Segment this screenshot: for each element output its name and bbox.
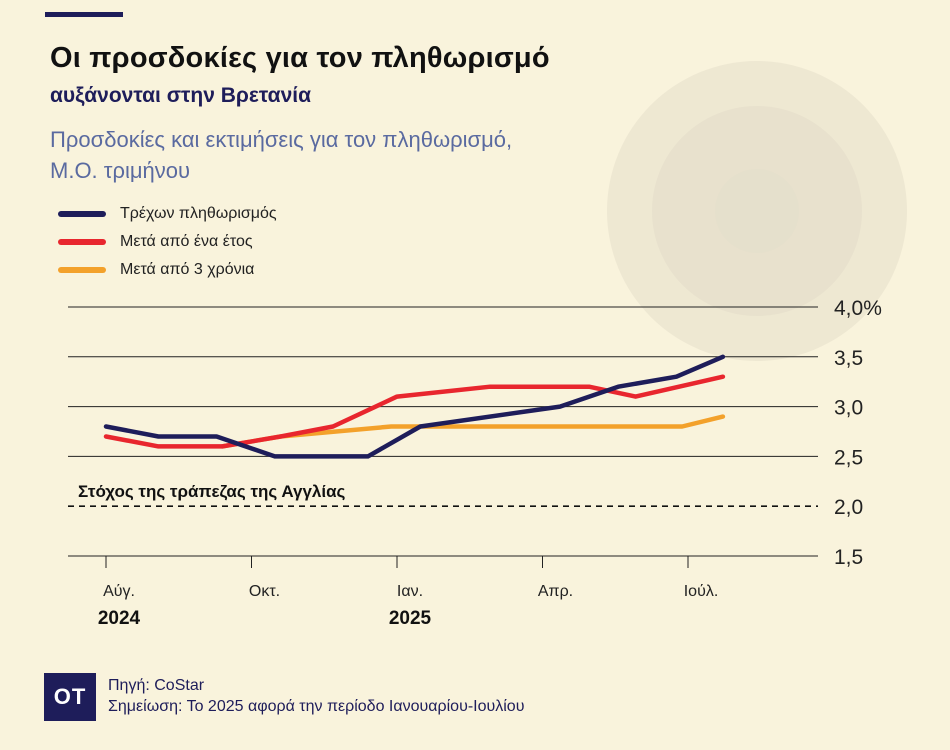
subtitle-line-2: Μ.Ο. τριμήνου [50, 158, 191, 183]
x-year-label-2: 2025 [389, 608, 432, 629]
footnote: Σημείωση: Το 2025 αφορά την περίοδο Ιανο… [108, 698, 525, 715]
legend-swatch-one-year [58, 239, 106, 245]
grid-lines [68, 306, 818, 557]
x-tick-label-3: Απρ. [538, 583, 573, 600]
x-tick-label-4: Ιούλ. [684, 583, 719, 600]
y-tick-label-3: 2,5 [834, 446, 863, 469]
legend-swatch-three-years [58, 267, 106, 273]
x-tick-label-0: Αύγ. [103, 583, 135, 600]
chart-title: Οι προσδοκίες για τον πληθωρισμό [50, 42, 550, 74]
x-axis: Αύγ. 2024 Οκτ. Ιαν. 2025 Απρ. Ιούλ. [98, 556, 718, 629]
ot-logo: OT [44, 673, 96, 721]
legend-item-three-years: Μετά από 3 χρόνια [58, 256, 277, 284]
series-one-year-line [103, 374, 726, 449]
legend-label-three-years: Μετά από 3 χρόνια [120, 261, 255, 278]
footer: OT Πηγή: CoStar Σημείωση: Το 2025 αφορά … [44, 673, 524, 721]
legend-item-current: Τρέχων πληθωρισμός [58, 200, 277, 228]
footer-text: Πηγή: CoStar Σημείωση: Το 2025 αφορά την… [108, 675, 524, 717]
chart-subtitle-bold: αυξάνονται στην Βρετανία [50, 84, 312, 107]
y-tick-label-2: 3,0 [834, 397, 863, 420]
legend-label-one-year: Μετά από ένα έτος [120, 233, 253, 250]
series-current-inflation-line [103, 354, 726, 459]
subtitle-line-1: Προσδοκίες και εκτιμήσεις για τον πληθωρ… [50, 127, 513, 152]
x-tick-label-2: Ιαν. [397, 583, 423, 600]
top-accent-bar [45, 12, 123, 17]
x-year-label-0: 2024 [98, 608, 141, 629]
decorative-circles [607, 61, 907, 361]
legend-swatch-current [58, 211, 106, 217]
decor-circle-3 [715, 169, 799, 253]
source-note: Πηγή: CoStar [108, 677, 205, 694]
y-tick-label-0: 4,0% [834, 297, 882, 320]
chart-subtitle: Προσδοκίες και εκτιμήσεις για τον πληθωρ… [50, 124, 650, 186]
y-tick-label-5: 1,5 [834, 546, 863, 569]
series-lines [103, 354, 726, 459]
legend-label-current: Τρέχων πληθωρισμός [120, 205, 277, 222]
y-axis-ticks: 4,0% 3,5 3,0 2,5 2,0 1,5 [834, 297, 882, 569]
x-tick-label-1: Οκτ. [249, 583, 280, 600]
y-tick-label-4: 2,0 [834, 496, 863, 519]
target-line-label: Στόχος της τράπεζας της Αγγλίας [78, 482, 346, 501]
legend: Τρέχων πληθωρισμός Μετά από ένα έτος Μετ… [58, 200, 277, 284]
legend-item-one-year: Μετά από ένα έτος [58, 228, 277, 256]
target-reference: Στόχος της τράπεζας της Αγγλίας [68, 482, 818, 508]
y-tick-label-1: 3,5 [834, 347, 863, 370]
